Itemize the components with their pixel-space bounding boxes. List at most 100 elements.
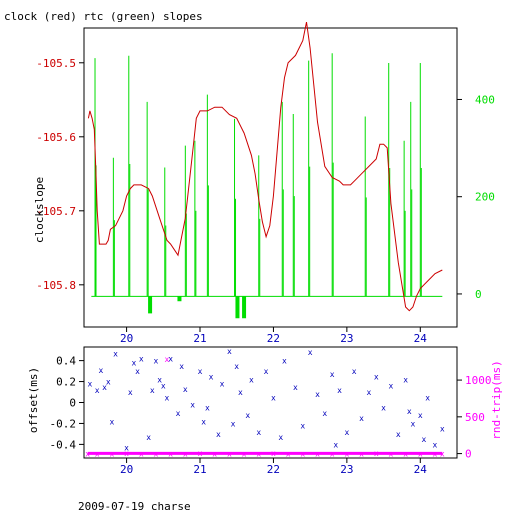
- offset-point: x: [256, 428, 261, 437]
- offset-point: x: [124, 444, 129, 453]
- offset-point: x: [322, 409, 327, 418]
- roundtrip-point: x: [344, 449, 349, 458]
- offset-point: x: [179, 362, 184, 371]
- chart-title: clock (red) rtc (green) slopes: [4, 10, 203, 23]
- offset-point: x: [154, 357, 159, 366]
- bottom-x-tick-label: 21: [193, 463, 206, 476]
- bottom-right-axis: 1000 500 0: [457, 374, 492, 461]
- offset-point: x: [98, 366, 103, 375]
- offset-point: x: [95, 386, 100, 395]
- offset-point: x: [249, 375, 254, 384]
- offset-point: x: [308, 348, 313, 357]
- bottom-x-axis: 20 21 22 23 24: [120, 458, 427, 476]
- roundtrip-point: x: [403, 449, 408, 458]
- top-x-tick-label: 21: [193, 332, 206, 345]
- offset-point: x: [231, 419, 236, 428]
- offset-point: x: [315, 390, 320, 399]
- roundtrip-point: x: [154, 449, 159, 458]
- bottom-left-tick-label: 0: [69, 397, 76, 410]
- roundtrip-point: x: [168, 449, 173, 458]
- roundtrip-point: x: [227, 449, 232, 458]
- offset-point: x: [282, 357, 287, 366]
- top-left-axis: -105.5 -105.6 -105.7 -105.8: [36, 57, 84, 292]
- roundtrip-point: x: [183, 449, 188, 458]
- top-right-tick-label: 0: [475, 288, 482, 301]
- roundtrip-point: x: [139, 449, 144, 458]
- offset-point: x: [425, 393, 430, 402]
- offset-point: x: [109, 417, 114, 426]
- bottom-plot-frame: [83, 346, 458, 459]
- rtc-dip: [235, 296, 240, 319]
- top-x-tick-label: 22: [267, 332, 280, 345]
- offset-point: x: [157, 375, 162, 384]
- roundtrip-point: x: [95, 449, 100, 458]
- offset-point: x: [300, 422, 305, 431]
- roundtrip-point: x: [124, 449, 129, 458]
- top-x-tick-label: 23: [340, 332, 353, 345]
- offset-point: x: [278, 433, 283, 442]
- offset-point: x: [352, 367, 357, 376]
- roundtrip-point: x: [359, 449, 364, 458]
- offset-point: x: [209, 372, 214, 381]
- rtc-dip: [242, 296, 247, 319]
- top-right-tick-label: 200: [475, 191, 495, 204]
- offset-point: x: [344, 428, 349, 437]
- top-left-tick-label: -105.6: [36, 131, 76, 144]
- offset-point: x: [264, 367, 269, 376]
- offset-point: x: [113, 349, 118, 358]
- offset-point: x: [330, 370, 335, 379]
- roundtrip-point: x: [440, 449, 445, 458]
- offset-point: x: [359, 414, 364, 423]
- offset-point: x: [238, 388, 243, 397]
- roundtrip-point: x: [271, 449, 276, 458]
- roundtrip-point: x: [433, 449, 438, 458]
- roundtrip-point: x: [242, 449, 247, 458]
- offset-point: x: [183, 385, 188, 394]
- bottom-x-tick-label: 20: [120, 463, 133, 476]
- roundtrip-point: x: [109, 449, 114, 458]
- offset-point: x: [433, 440, 438, 449]
- bottom-y2-axis-label: rnd-trip(ms): [490, 360, 503, 439]
- offset-point: x: [132, 359, 137, 368]
- roundtrip-point: x: [300, 449, 305, 458]
- bottom-x-tick-label: 23: [340, 463, 353, 476]
- top-x-tick-label: 24: [414, 332, 428, 345]
- roundtrip-point: x: [85, 449, 90, 458]
- bottom-left-axis: 0.4 0.2 0 -0.2 -0.4: [50, 355, 84, 451]
- roundtrip-point: x: [286, 449, 291, 458]
- offset-point: x: [106, 378, 111, 387]
- offset-point: x: [440, 425, 445, 434]
- roundtrip-point: x: [315, 449, 320, 458]
- rtc-dip: [148, 296, 153, 314]
- rtc-dip: [177, 296, 182, 302]
- offset-point: x: [403, 375, 408, 384]
- top-left-tick-label: -105.5: [36, 57, 76, 70]
- top-right-tick-label: 400: [475, 93, 495, 106]
- bottom-left-tick-label: -0.2: [50, 417, 77, 430]
- bottom-right-tick-label: 1000: [465, 374, 492, 387]
- roundtrip-point: x: [256, 449, 261, 458]
- bottom-left-tick-label: 0.2: [56, 376, 76, 389]
- offset-point: x: [205, 404, 210, 413]
- offset-point: x: [366, 388, 371, 397]
- offset-point: x: [411, 419, 416, 428]
- offset-point: x: [102, 383, 107, 392]
- roundtrip-band: [87, 451, 443, 455]
- offset-point: x: [407, 407, 412, 416]
- bottom-panel: 0.4 0.2 0 -0.2 -0.4 1000 500 0 20 21 22 23 24 offs…: [27, 346, 503, 476]
- offset-point: x: [422, 435, 427, 444]
- offset-point: x: [201, 417, 206, 426]
- offset-point: x: [293, 383, 298, 392]
- offset-point: x: [333, 440, 338, 449]
- offset-point: x: [245, 411, 250, 420]
- offset-point: x: [146, 433, 151, 442]
- offset-point: x: [234, 362, 239, 371]
- offset-point: x: [374, 372, 379, 381]
- offset-point: x: [198, 367, 203, 376]
- footer-date: 2009-07-19 charse: [78, 500, 191, 512]
- offset-point: x: [271, 393, 276, 402]
- offset-point: x: [227, 347, 232, 356]
- top-plot-frame: [83, 27, 458, 328]
- roundtrip-point: x: [389, 449, 394, 458]
